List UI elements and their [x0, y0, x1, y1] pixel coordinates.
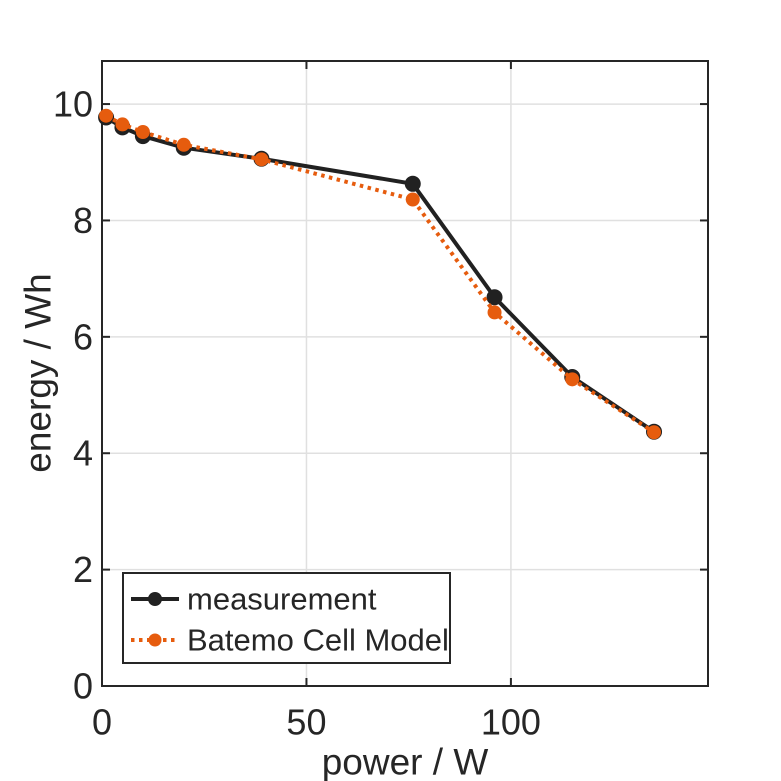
x-tick-label-100: 100: [481, 702, 541, 743]
y-tick-label-4: 4: [73, 433, 93, 474]
legend-entry-measurement: measurement: [131, 582, 377, 617]
y-axis-label: energy / Wh: [18, 273, 59, 472]
y-tick-label-6: 6: [73, 316, 93, 357]
x-axis-label: power / W: [322, 742, 489, 781]
data-point: [486, 289, 503, 306]
y-tick-label-8: 8: [73, 200, 93, 241]
x-tick-label-0: 0: [92, 702, 112, 743]
y-tick-labels: 0 2 4 6 8 10: [53, 84, 93, 707]
data-point: [99, 108, 114, 123]
data-point: [404, 175, 421, 192]
legend-label-measurement: measurement: [187, 582, 377, 617]
data-point: [176, 137, 191, 152]
legend-marker-measurement: [148, 592, 162, 606]
data-series: [98, 108, 663, 440]
gridlines: [102, 61, 708, 686]
x-tick-label-50: 50: [286, 702, 326, 743]
data-point: [647, 425, 662, 440]
legend-box: [122, 572, 451, 664]
series-measurement: [98, 109, 663, 440]
y-tick-label-0: 0: [73, 666, 93, 707]
y-tick-label-10: 10: [53, 84, 93, 125]
y-tick-label-2: 2: [73, 549, 93, 590]
data-point: [487, 305, 502, 320]
legend-entry-batemo-cell-model: Batemo Cell Model: [131, 623, 449, 658]
plot-border: [101, 60, 709, 687]
data-point: [135, 124, 150, 139]
x-tick-labels: 0 50 100: [92, 702, 541, 743]
series-batemo-cell-model: [99, 108, 662, 440]
data-point: [115, 117, 130, 132]
data-point: [565, 372, 580, 387]
data-point: [405, 192, 420, 207]
legend-marker-batemo-cell-model: [148, 633, 162, 647]
legend: measurement Batemo Cell Model: [122, 572, 451, 664]
legend-label-batemo-cell-model: Batemo Cell Model: [187, 623, 449, 658]
data-point: [254, 152, 269, 167]
axis-ticks: [101, 61, 708, 687]
